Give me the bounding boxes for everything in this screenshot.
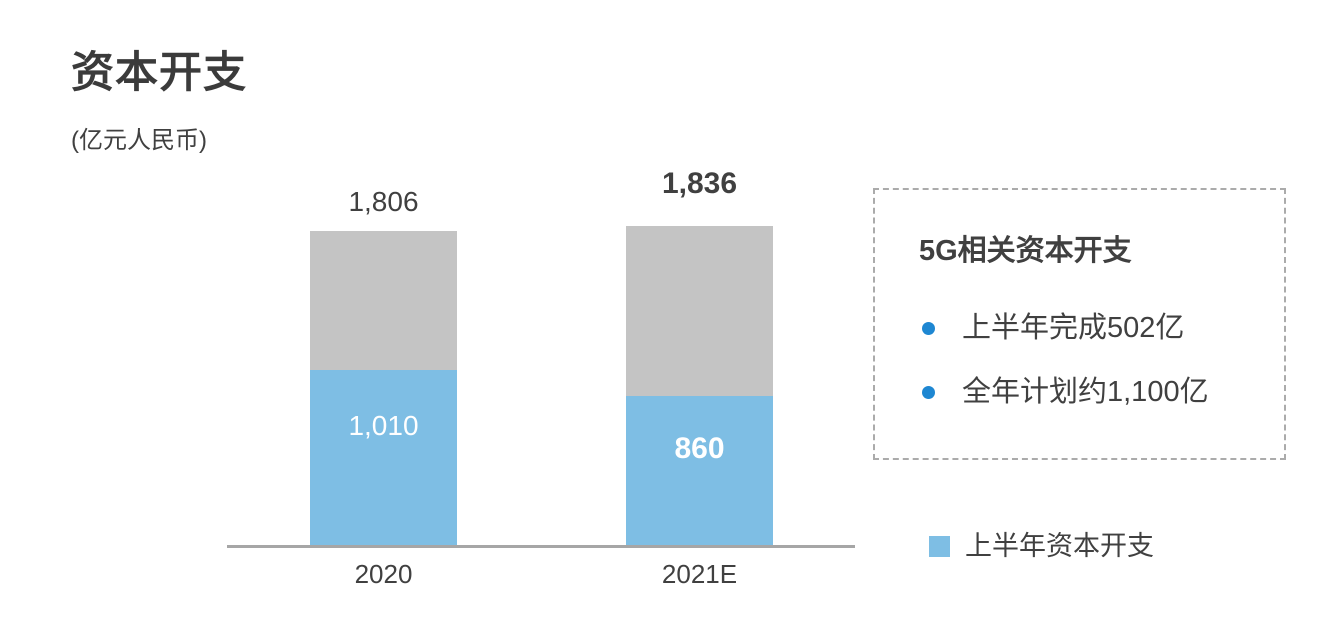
bullet-dot-icon <box>922 321 935 335</box>
page-title: 资本开支 <box>71 49 247 97</box>
x-axis-line <box>227 545 855 548</box>
callout-bullet-h1: 上半年完成502亿 <box>919 306 1254 350</box>
x-axis-label-2020: 2020 <box>354 559 413 589</box>
total-value-label: 1,836 <box>661 166 738 200</box>
callout-title: 5G相关资本开支 <box>919 235 1132 267</box>
h1-capex-segment: 1,010 <box>310 369 457 546</box>
callout-bullet-list: 上半年完成502亿 全年计划约1,100亿 <box>919 306 1254 414</box>
callout-bullet-fullyear: 全年计划约1,100亿 <box>919 370 1254 414</box>
h1-capex-segment: 860 <box>626 396 773 546</box>
bar-2021E: 860 <box>626 225 773 546</box>
segment-value-label: 1,010 <box>348 409 419 441</box>
legend-label: 上半年资本开支 <box>965 531 1154 561</box>
capex-stacked-bar-chart: 1,010 860 1,806 2020 1,836 2021E <box>227 160 855 587</box>
unit-label: (亿元人民币) <box>71 127 207 154</box>
callout-bullet-text: 全年计划约1,100亿 <box>962 376 1209 408</box>
bullet-dot-icon <box>922 385 935 399</box>
x-axis-label-2021E: 2021E <box>661 559 738 589</box>
remainder-segment <box>626 225 773 396</box>
total-value-label: 1,806 <box>348 186 419 217</box>
legend: 上半年资本开支 <box>929 533 1154 560</box>
callout-bullet-text: 上半年完成502亿 <box>962 312 1185 344</box>
remainder-segment <box>310 231 457 370</box>
legend-swatch-h1-capex <box>929 536 950 557</box>
bar-2020: 1,010 <box>310 231 457 546</box>
5g-capex-callout-box: 5G相关资本开支 上半年完成502亿 全年计划约1,100亿 <box>873 188 1286 460</box>
segment-value-label: 860 <box>674 432 725 465</box>
